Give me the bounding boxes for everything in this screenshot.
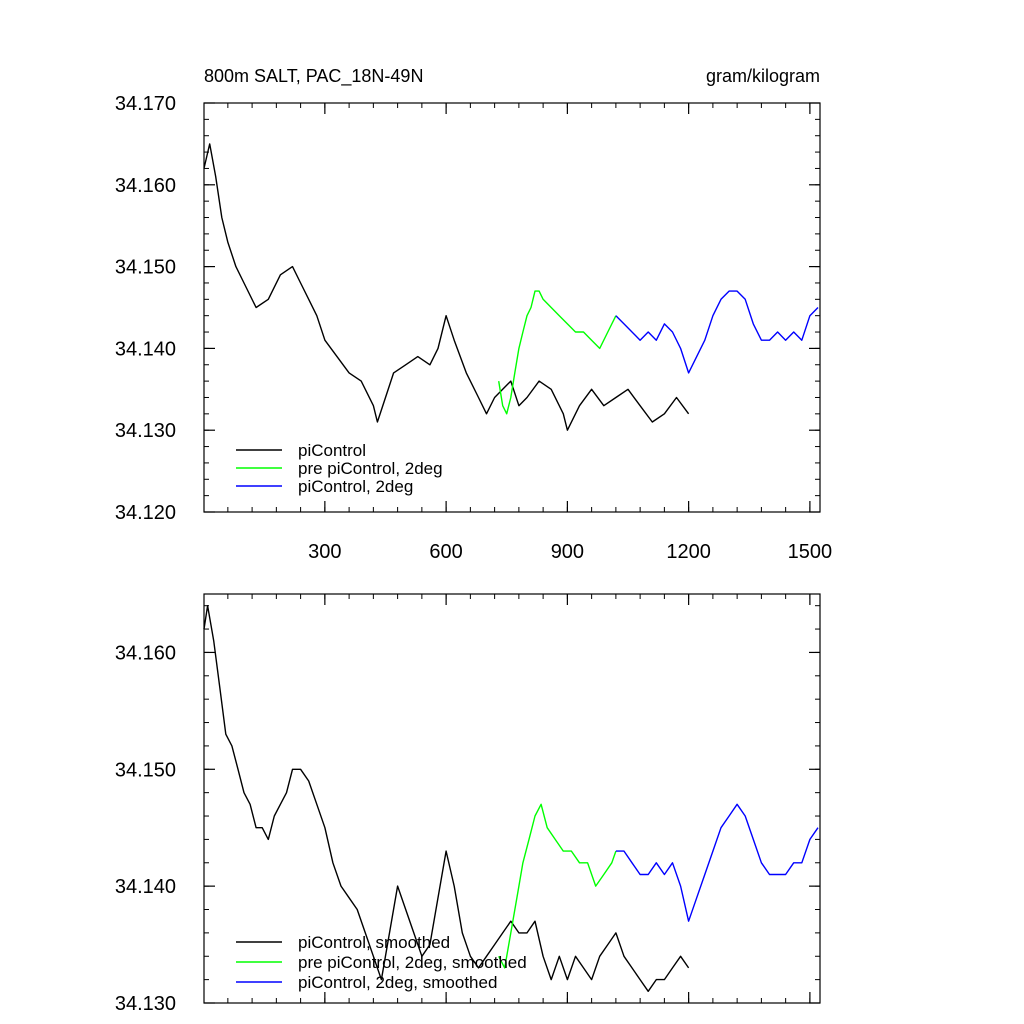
y-tick-label: 34.120 [115, 502, 176, 524]
series-line [615, 290, 819, 374]
x-tick-label: 300 [308, 541, 341, 563]
y-tick-label: 34.140 [115, 338, 176, 360]
series-line [203, 605, 690, 992]
legend-entry: piControl, 2deg, smoothed [298, 973, 497, 992]
x-tick-label: 900 [551, 541, 584, 563]
y-tick-label: 34.140 [115, 876, 176, 898]
series-line [498, 803, 617, 969]
series-line [203, 143, 690, 431]
y-tick-label: 34.130 [115, 420, 176, 442]
legend-entry: piControl, smoothed [298, 933, 450, 952]
legend-entry: pre piControl, 2deg [298, 459, 443, 478]
y-tick-label: 34.160 [115, 642, 176, 664]
y-tick-label: 34.160 [115, 175, 176, 197]
x-tick-label: 600 [429, 541, 462, 563]
series-line [615, 803, 819, 922]
plot-frame [203, 593, 821, 1004]
y-tick-label: 34.130 [115, 993, 176, 1015]
plot-frame [203, 102, 821, 513]
units-label: gram/kilogram [706, 66, 820, 86]
bottom-panel: 34.130 34.140 34.150 34.160 piControl, smoot… [115, 593, 821, 1015]
top-panel: 800m SALT, PAC_18N-49N gram/kilogram 34.… [115, 66, 832, 563]
legend-entry: piControl [298, 441, 366, 460]
x-tick-label: 1200 [666, 541, 711, 563]
chart-title: 800m SALT, PAC_18N-49N [204, 66, 423, 87]
legend-entry: pre piControl, 2deg, smoothed [298, 953, 527, 972]
y-tick-label: 34.170 [115, 93, 176, 115]
series-line [498, 290, 617, 415]
y-tick-label: 34.150 [115, 759, 176, 781]
legend-entry: piControl, 2deg [298, 477, 413, 496]
y-tick-label: 34.150 [115, 257, 176, 279]
x-tick-label: 1500 [788, 541, 833, 563]
